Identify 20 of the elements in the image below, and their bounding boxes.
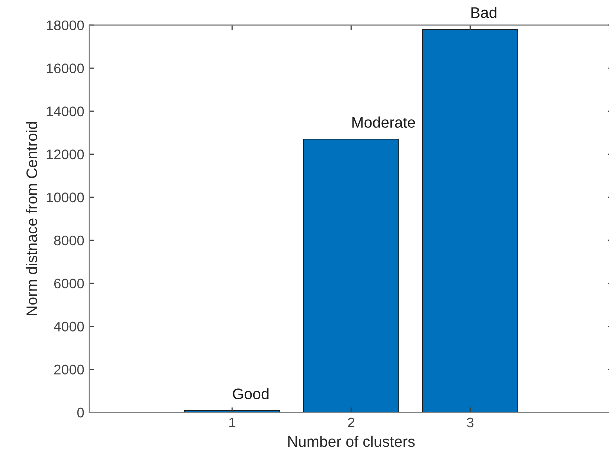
x-axis-title: Number of clusters [288,436,415,448]
x-tick-label: 2 [348,418,355,428]
y-axis-title: Norm distnace from Centroid [26,122,38,316]
y-tick-label: 10000 [47,192,84,203]
y-tick-label: 18000 [47,20,84,31]
annotation: Good [233,388,269,400]
y-tick-label: 0 [77,408,84,418]
annotation: Moderate [352,116,416,128]
y-tick-label: 12000 [47,150,84,160]
bar [303,138,400,413]
y-tick-label: 2000 [54,364,84,375]
y-tick-label: 16000 [47,64,84,74]
annotation: Bad [472,7,497,18]
x-tick-label: 1 [230,418,236,428]
y-tick-label: 14000 [47,106,84,117]
y-tick-label: 4000 [54,322,84,332]
bar [422,29,518,413]
y-tick-label: 8000 [54,236,84,246]
x-tick-label: 3 [467,418,474,428]
y-tick-label: 6000 [54,278,84,289]
